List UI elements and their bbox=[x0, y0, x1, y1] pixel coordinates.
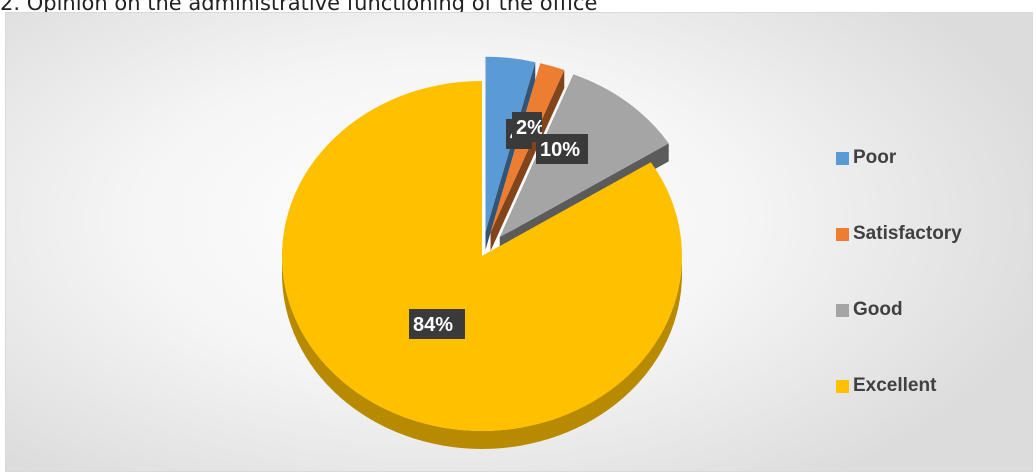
legend-swatch bbox=[836, 303, 849, 317]
legend-label: Excellent bbox=[853, 375, 937, 396]
legend-item-satisfactory: Satisfactory bbox=[836, 221, 962, 247]
pie-data-labels: 4%2%10%84% bbox=[409, 112, 588, 339]
data-label-excellent: 84% bbox=[409, 309, 465, 339]
pie-tops bbox=[281, 56, 682, 432]
legend-swatch bbox=[836, 151, 849, 165]
legend-item-excellent: Excellent bbox=[836, 373, 936, 399]
legend-label: Good bbox=[853, 299, 903, 320]
chart-heading: 2. Opinion on the administrative functio… bbox=[0, 0, 598, 15]
data-label-good: 10% bbox=[536, 134, 588, 164]
data-label-text-excellent: 84% bbox=[413, 314, 453, 336]
pie-side-poor bbox=[485, 62, 536, 250]
pie-slice-excellent bbox=[281, 81, 682, 432]
legend-label: Poor bbox=[853, 147, 897, 168]
pie-side-satisfactory bbox=[490, 69, 565, 251]
legend-swatch bbox=[836, 379, 849, 393]
data-label-text-good: 10% bbox=[540, 139, 580, 161]
data-label-text-satisfactory: 2% bbox=[516, 117, 545, 139]
legend-item-good: Good bbox=[836, 297, 903, 323]
legend-label: Satisfactory bbox=[853, 223, 962, 244]
legend-swatch bbox=[836, 227, 849, 241]
legend-item-poor: Poor bbox=[836, 145, 896, 171]
